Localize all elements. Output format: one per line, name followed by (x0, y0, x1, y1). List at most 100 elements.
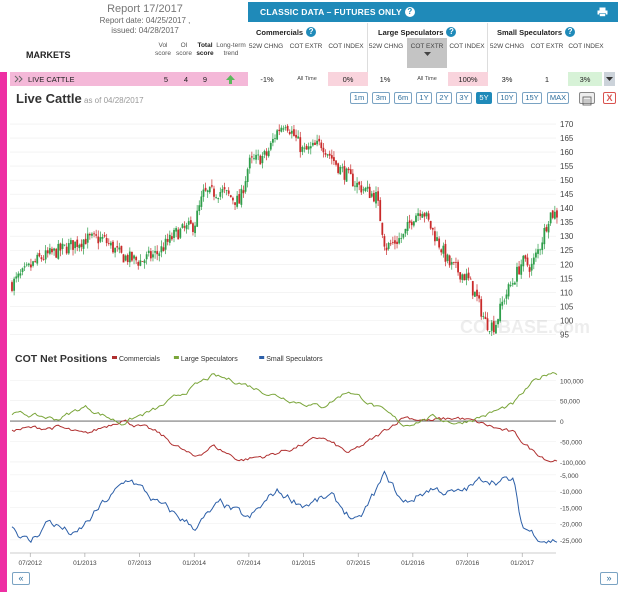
comm-cot-index-header[interactable]: COT INDEX (328, 43, 364, 50)
price-candle (147, 246, 150, 257)
cot-lower-tick-label: -5,000 (560, 473, 579, 480)
price-candle (450, 257, 453, 270)
price-candle (250, 151, 253, 164)
price-candle (490, 320, 493, 337)
range-button-3y[interactable]: 3Y (456, 92, 472, 104)
market-name[interactable]: LIVE CATTLE (28, 75, 75, 84)
price-candle (471, 280, 474, 300)
lspec-52w-chng-header[interactable]: 52W CHNG (368, 43, 404, 50)
close-chart-button[interactable]: X (603, 92, 616, 104)
price-candle (261, 152, 264, 169)
lspec-cot-index-header[interactable]: COT INDEX (449, 43, 485, 50)
legend-label: Small Speculators (266, 356, 323, 363)
price-candle (105, 233, 108, 247)
price-candle (86, 227, 89, 249)
print-icon[interactable] (597, 7, 608, 17)
price-candle (486, 312, 489, 332)
price-candle (499, 298, 502, 323)
range-button-5y[interactable]: 5Y (476, 92, 492, 104)
price-candle (107, 238, 110, 246)
sspec-cot-index-header[interactable]: COT INDEX (568, 43, 604, 50)
lspec-cot-extr-header[interactable]: COT EXTR (407, 38, 447, 68)
price-candle (360, 181, 363, 195)
price-candle (114, 247, 117, 258)
range-button-3m[interactable]: 3m (372, 92, 390, 104)
price-candle (495, 320, 497, 334)
price-candle (21, 267, 24, 276)
price-tick-label: 155 (560, 162, 574, 171)
help-icon[interactable]: ? (404, 7, 415, 17)
price-candle (11, 280, 13, 293)
range-button-15y[interactable]: 15Y (522, 92, 542, 104)
price-candle (516, 262, 518, 287)
price-candle (370, 190, 373, 198)
price-candle (532, 253, 535, 270)
lspec-cot-index: 100% (458, 75, 478, 84)
price-candle (503, 298, 506, 305)
price-candle (93, 231, 95, 238)
price-candle (171, 232, 173, 241)
price-candle (145, 251, 148, 265)
price-candle (120, 245, 123, 254)
price-candle (112, 239, 114, 254)
row-dropdown[interactable] (604, 72, 615, 86)
price-candle (25, 262, 28, 267)
expand-icon[interactable] (14, 75, 24, 83)
price-candle (253, 153, 255, 161)
comm-cot-extr-header[interactable]: COT EXTR (289, 43, 323, 50)
range-button-1m[interactable]: 1m (350, 92, 368, 104)
price-candle (175, 226, 178, 238)
x-tick-label: 01/2015 (292, 560, 316, 567)
sspec-cot-extr-header[interactable]: COT EXTR (530, 43, 564, 50)
range-button-2y[interactable]: 2Y (436, 92, 452, 104)
cot-legend-item[interactable]: Large Speculators (173, 356, 238, 363)
price-candle (478, 291, 481, 303)
price-candle (297, 130, 300, 139)
x-tick-label: 01/2014 (182, 560, 206, 567)
range-button-max[interactable]: MAX (547, 92, 569, 104)
next-button[interactable]: » (600, 572, 618, 585)
price-candle (476, 284, 478, 302)
price-candle (520, 259, 523, 279)
price-candle (91, 232, 93, 239)
legend-swatch (112, 356, 117, 359)
range-button-6m[interactable]: 6m (394, 92, 412, 104)
chart-settings-button[interactable] (579, 92, 595, 106)
cot-lower-tick-label: -25,000 (560, 538, 582, 545)
price-candle (528, 264, 531, 278)
price-candle (309, 141, 312, 155)
price-candle (46, 247, 49, 258)
cot-legend-item[interactable]: Commercials (112, 356, 160, 363)
sspec-52w-chng-header[interactable]: 52W CHNG (489, 43, 525, 50)
price-candle (208, 186, 211, 194)
price-candle (522, 254, 525, 272)
cot-upper-tick-label: 100,000 (560, 378, 584, 385)
cot-lower-tick-label: -20,000 (560, 522, 582, 529)
watermark: COTBASE.com (460, 317, 590, 337)
help-icon[interactable]: ? (446, 27, 457, 37)
price-candle (160, 240, 163, 258)
range-button-10y[interactable]: 10Y (497, 92, 517, 104)
cot-legend-item[interactable]: Small Speculators (259, 356, 323, 363)
report-info: Report 17/2017 Report date: 04/25/2017 ,… (60, 3, 230, 36)
help-icon[interactable]: ? (565, 27, 576, 37)
previous-button[interactable]: « (12, 572, 30, 585)
price-candle (320, 139, 323, 151)
help-icon[interactable]: ? (306, 27, 317, 37)
price-candle (286, 124, 289, 133)
price-candle (412, 220, 415, 228)
price-candle (284, 124, 287, 131)
price-candle (137, 260, 140, 270)
price-candle (217, 197, 220, 204)
comm-52w-chng-header[interactable]: 52W CHNG (248, 43, 284, 50)
trend-indicator (224, 75, 236, 86)
x-tick-label: 07/2012 (18, 560, 42, 567)
price-candle (103, 232, 106, 238)
price-tick-label: 105 (560, 302, 574, 311)
price-candle (293, 124, 295, 137)
market-row-live-cattle[interactable]: LIVE CATTLE 5 4 9 -1% All Time 0% 1% All… (10, 72, 615, 86)
classic-data-bar: CLASSIC DATA – FUTURES ONLY? (248, 2, 618, 22)
range-button-1y[interactable]: 1Y (416, 92, 432, 104)
comm-cot-index: 0% (342, 75, 354, 84)
x-tick-label: 01/2017 (510, 560, 534, 567)
